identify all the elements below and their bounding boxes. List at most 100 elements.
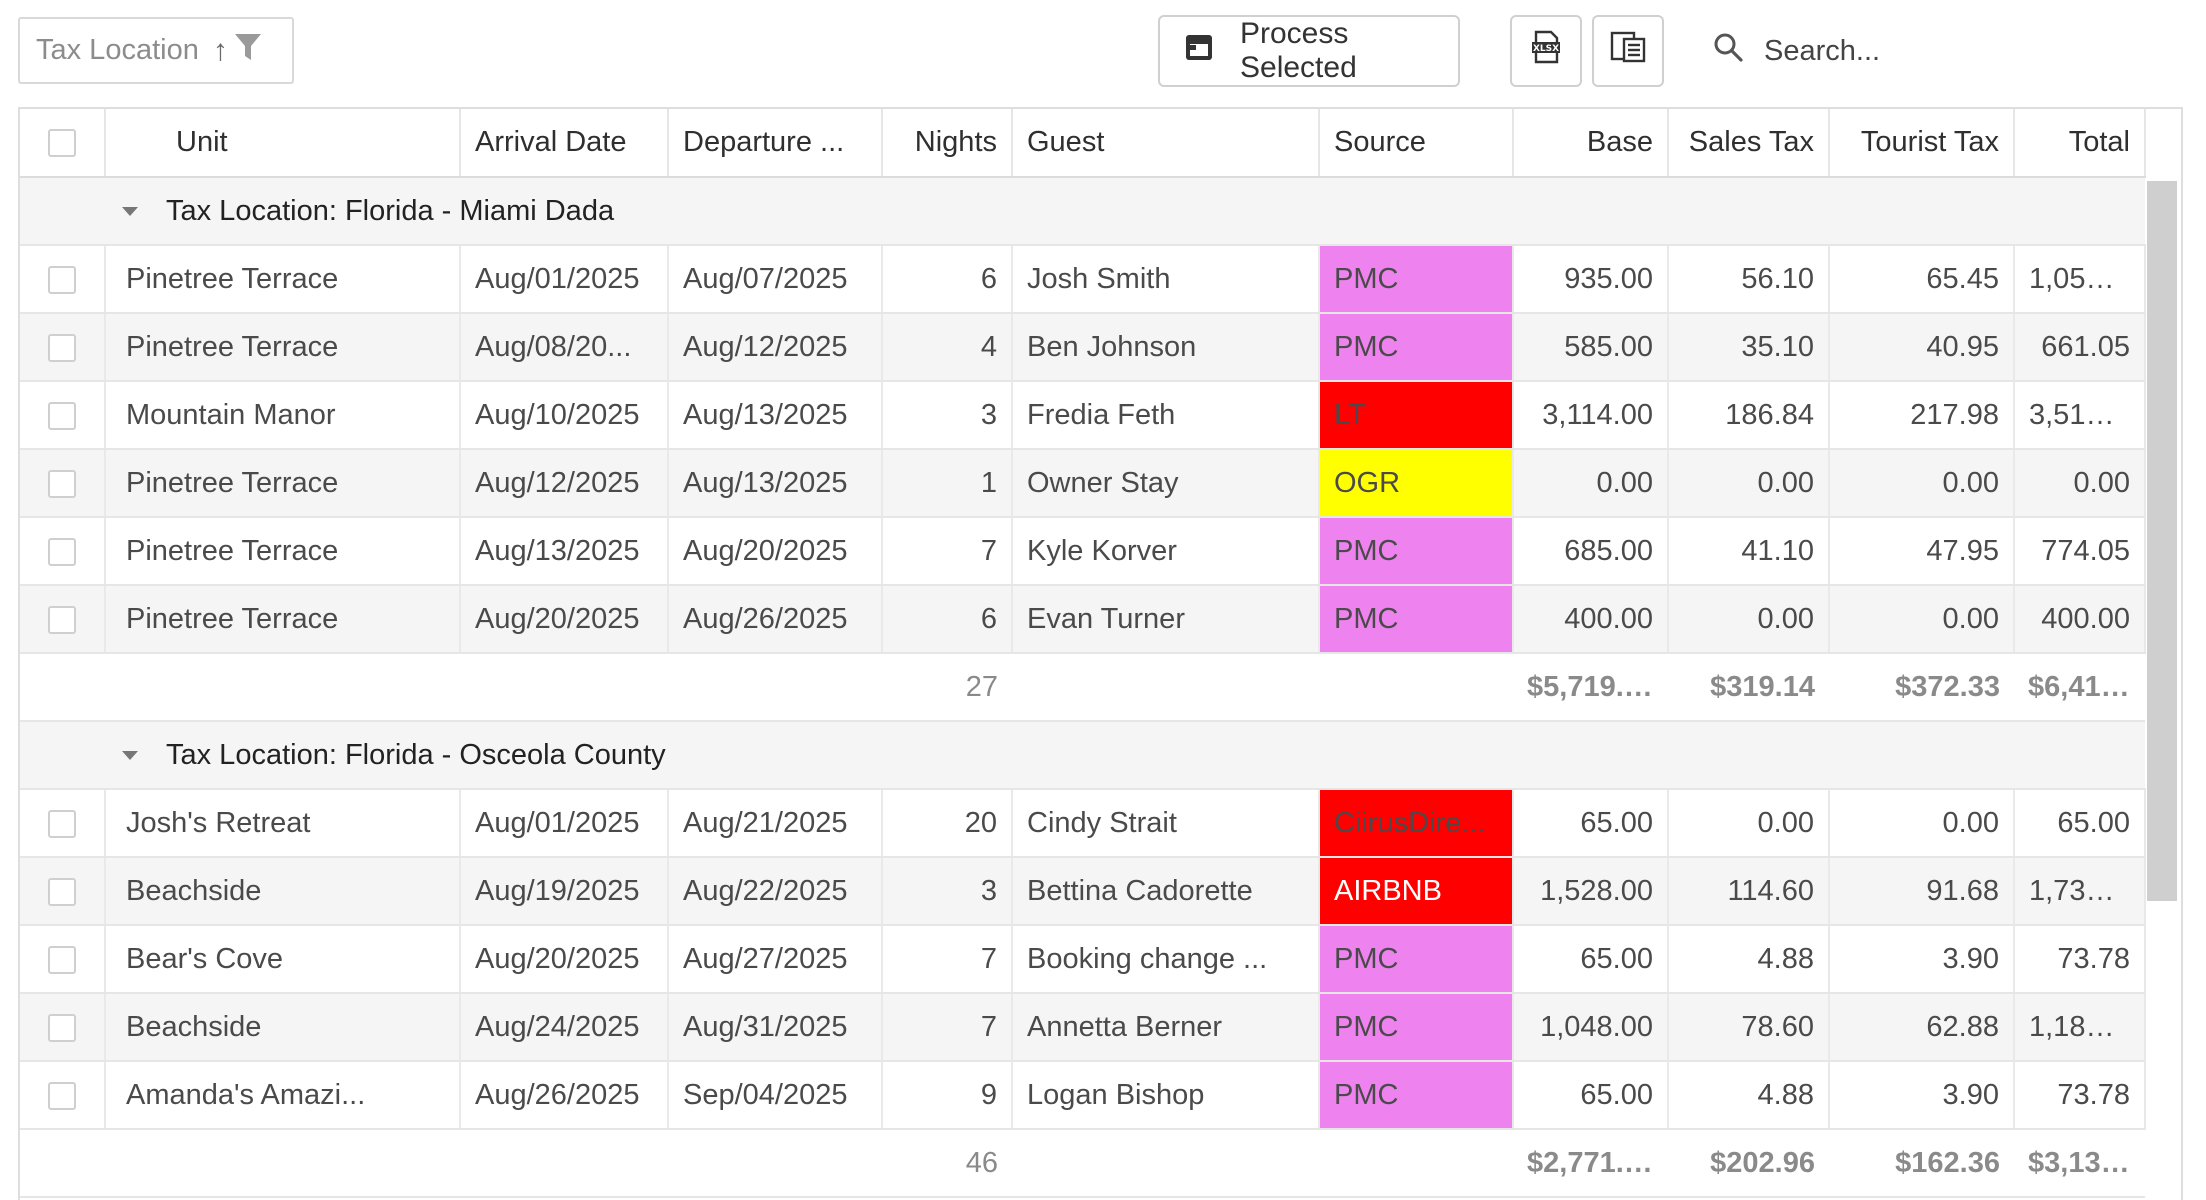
table-row[interactable]: Pinetree Terrace Aug/12/2025 Aug/13/2025 1 O… (20, 449, 2146, 518)
cell-nights: 6 (882, 245, 1013, 314)
cell-tourist-tax: 62.88 (1829, 993, 2015, 1062)
row-checkbox[interactable] (48, 265, 76, 294)
cell-guest: Owner Stay (1012, 449, 1320, 518)
row-select-cell[interactable] (20, 1061, 106, 1130)
cell-unit: Pinetree Terrace (105, 585, 461, 654)
row-select-cell[interactable] (20, 245, 106, 314)
filter-icon[interactable] (234, 32, 262, 70)
table-row[interactable]: Josh's Retreat Aug/01/2025 Aug/21/2025 20 Ci… (20, 789, 2146, 858)
row-checkbox[interactable] (48, 877, 76, 906)
export-xlsx-button[interactable]: XLSX (1510, 15, 1582, 87)
cell-sales-tax: 0.00 (1668, 585, 1830, 654)
cell-arrival: Aug/20/2025 (460, 925, 669, 994)
cell-sales-tax: 4.88 (1668, 1061, 1830, 1130)
summary-base: $2,771.00 (1513, 1129, 1668, 1198)
row-select-cell[interactable] (20, 993, 106, 1062)
cell-source: PMC (1319, 925, 1514, 994)
row-checkbox[interactable] (48, 945, 76, 974)
col-header-arrival[interactable]: Arrival Date (460, 109, 669, 178)
col-header-unit[interactable]: Unit (105, 109, 461, 178)
row-checkbox[interactable] (48, 401, 76, 430)
row-select-cell[interactable] (20, 925, 106, 994)
process-selected-button[interactable]: Process Selected (1158, 15, 1460, 87)
cell-total: 661.05 (2014, 313, 2146, 382)
row-checkbox[interactable] (48, 469, 76, 498)
grid-body: Tax Location: Florida - Miami Dada Pinetr… (20, 177, 2146, 1198)
group-row[interactable]: Tax Location: Florida - Miami Dada (20, 177, 2145, 246)
cell-departure: Aug/07/2025 (668, 245, 883, 314)
table-row[interactable]: Beachside Aug/19/2025 Aug/22/2025 3 Bettina … (20, 857, 2146, 926)
row-checkbox[interactable] (48, 333, 76, 362)
column-chooser-icon (1610, 31, 1646, 71)
row-select-cell[interactable] (20, 789, 106, 858)
cell-sales-tax: 56.10 (1668, 245, 1830, 314)
column-chooser-button[interactable] (1592, 15, 1664, 87)
cell-departure: Sep/04/2025 (668, 1061, 883, 1130)
cell-total: 73.78 (2014, 925, 2146, 994)
table-row[interactable]: Beachside Aug/24/2025 Aug/31/2025 7 Annetta … (20, 993, 2146, 1062)
group-title: Tax Location: Florida - Miami Dada (166, 194, 615, 227)
row-select-cell[interactable] (20, 585, 106, 654)
row-checkbox[interactable] (48, 1013, 76, 1042)
cell-source: PMC (1319, 993, 1514, 1062)
row-checkbox[interactable] (48, 605, 76, 634)
row-select-cell[interactable] (20, 313, 106, 382)
table-row[interactable]: Bear's Cove Aug/20/2025 Aug/27/2025 7 Bookin… (20, 925, 2146, 994)
col-header-source[interactable]: Source (1319, 109, 1514, 178)
row-select-cell[interactable] (20, 857, 106, 926)
cell-base: 65.00 (1513, 925, 1669, 994)
cell-nights: 4 (882, 313, 1013, 382)
group-header-cell[interactable]: Tax Location: Florida - Osceola County (20, 721, 2145, 790)
cell-sales-tax: 0.00 (1668, 449, 1830, 518)
row-select-cell[interactable] (20, 517, 106, 586)
process-selected-label: Process Selected (1240, 17, 1357, 84)
search-input[interactable]: Search... (1764, 34, 1881, 67)
cell-guest: Ben Johnson (1012, 313, 1320, 382)
summary-sales-tax: $202.96 (1668, 1129, 1829, 1198)
row-select-cell[interactable] (20, 381, 106, 450)
row-select-cell[interactable] (20, 449, 106, 518)
cell-total: 774.05 (2014, 517, 2146, 586)
sort-ascending-icon[interactable]: ↑ (212, 33, 228, 67)
calendar-icon (1184, 32, 1214, 70)
table-row[interactable]: Amanda's Amazi... Aug/26/2025 Sep/04/2025 9… (20, 1061, 2146, 1130)
select-all-cell[interactable] (20, 109, 106, 178)
group-by-chip[interactable]: Tax Location ↑ (18, 17, 294, 84)
group-header-cell[interactable]: Tax Location: Florida - Miami Dada (20, 177, 2145, 246)
row-checkbox[interactable] (48, 809, 76, 838)
cell-tourist-tax: 47.95 (1829, 517, 2015, 586)
cell-source: PMC (1319, 517, 1514, 586)
col-header-guest[interactable]: Guest (1012, 109, 1320, 178)
cell-base: 65.00 (1513, 1061, 1669, 1130)
group-row[interactable]: Tax Location: Florida - Osceola County (20, 721, 2145, 790)
table-row[interactable]: Pinetree Terrace Aug/01/2025 Aug/07/2025 6 J… (20, 245, 2146, 314)
select-all-checkbox[interactable] (48, 129, 76, 158)
col-header-nights[interactable]: Nights (882, 109, 1013, 178)
col-header-tourist-tax[interactable]: Tourist Tax (1829, 109, 2015, 178)
cell-base: 400.00 (1513, 585, 1669, 654)
row-checkbox[interactable] (48, 1081, 76, 1110)
col-header-base[interactable]: Base (1513, 109, 1669, 178)
collapse-caret-icon[interactable] (122, 207, 138, 217)
cell-base: 0.00 (1513, 449, 1669, 518)
collapse-caret-icon[interactable] (122, 751, 138, 761)
vertical-scrollbar[interactable] (2147, 181, 2177, 901)
table-row[interactable]: Pinetree Terrace Aug/13/2025 Aug/20/2025 7 K… (20, 517, 2146, 586)
table-row[interactable]: Pinetree Terrace Aug/20/2025 Aug/26/2025 6 E… (20, 585, 2146, 654)
cell-sales-tax: 114.60 (1668, 857, 1830, 926)
col-header-sales-tax[interactable]: Sales Tax (1668, 109, 1830, 178)
cell-departure: Aug/20/2025 (668, 517, 883, 586)
data-table: Unit Arrival Date Departure ... Nights G… (20, 109, 2146, 1198)
table-row[interactable]: Mountain Manor Aug/10/2025 Aug/13/2025 3 Fre… (20, 381, 2146, 450)
col-header-departure[interactable]: Departure ... (668, 109, 883, 178)
cell-total: 0.00 (2014, 449, 2146, 518)
group-title: Tax Location: Florida - Osceola County (166, 738, 666, 771)
col-header-total[interactable]: Total (2014, 109, 2146, 178)
summary-nights: 27 (882, 653, 1012, 722)
table-row[interactable]: Pinetree Terrace Aug/08/20... Aug/12/2025 4… (20, 313, 2146, 382)
search-box[interactable]: Search... (1712, 15, 2182, 87)
cell-departure: Aug/27/2025 (668, 925, 883, 994)
row-checkbox[interactable] (48, 537, 76, 566)
cell-source: OGR (1319, 449, 1514, 518)
xlsx-file-icon: XLSX (1529, 30, 1563, 72)
